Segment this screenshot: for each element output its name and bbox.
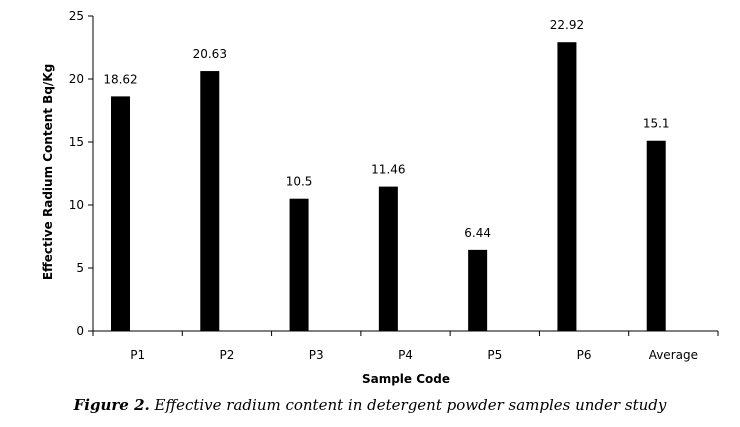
x-axis-title: Sample Code [362, 372, 450, 386]
x-axis: P1 P2 P3 P4 P5 P6 Average [92, 330, 719, 362]
y-tick-label: 25 [69, 9, 84, 23]
x-tick-label: P3 [309, 348, 324, 362]
bar-p5 [468, 249, 488, 331]
data-label: 18.62 [103, 72, 137, 86]
data-label: 22.92 [550, 18, 584, 32]
bar-p4 [378, 186, 398, 331]
bar-p2 [200, 71, 220, 331]
bar-chart: 0 5 10 15 20 25 P1 P2 P3 P4 P5 P6 Average 18.62 20.6… [41, 9, 719, 386]
x-tick-label: P5 [487, 348, 502, 362]
y-tick-label: 20 [69, 72, 84, 86]
data-label: 15.1 [643, 117, 670, 131]
x-tick-label: P2 [219, 348, 234, 362]
data-labels: 18.62 20.63 10.5 11.46 6.44 22.92 15.1 [103, 18, 669, 240]
y-tick-label: 5 [76, 261, 84, 275]
y-axis: 0 5 10 15 20 25 [69, 9, 94, 338]
figure-caption: Figure 2. Effective radium content in de… [0, 396, 740, 414]
bar-p1 [111, 96, 130, 331]
y-tick-label: 10 [69, 198, 84, 212]
x-tick-label: P6 [577, 348, 592, 362]
x-tick-label: P1 [130, 348, 145, 362]
caption-prefix: Figure 2. [73, 396, 150, 414]
bar-p6 [557, 42, 577, 331]
bar-p3 [289, 198, 309, 331]
y-tick-label: 0 [76, 324, 84, 338]
y-tick-label: 15 [69, 135, 84, 149]
data-label: 6.44 [464, 226, 491, 240]
data-label: 20.63 [193, 47, 227, 61]
caption-text: Effective radium content in detergent po… [149, 396, 667, 414]
y-axis-title: Effective Radium Content Bq/Kg [41, 64, 55, 280]
x-tick-label: Average [649, 348, 698, 362]
bars [111, 42, 666, 331]
bar-average [646, 140, 666, 331]
data-label: 11.46 [371, 163, 405, 177]
data-label: 10.5 [286, 175, 313, 189]
x-tick-label: P4 [398, 348, 413, 362]
